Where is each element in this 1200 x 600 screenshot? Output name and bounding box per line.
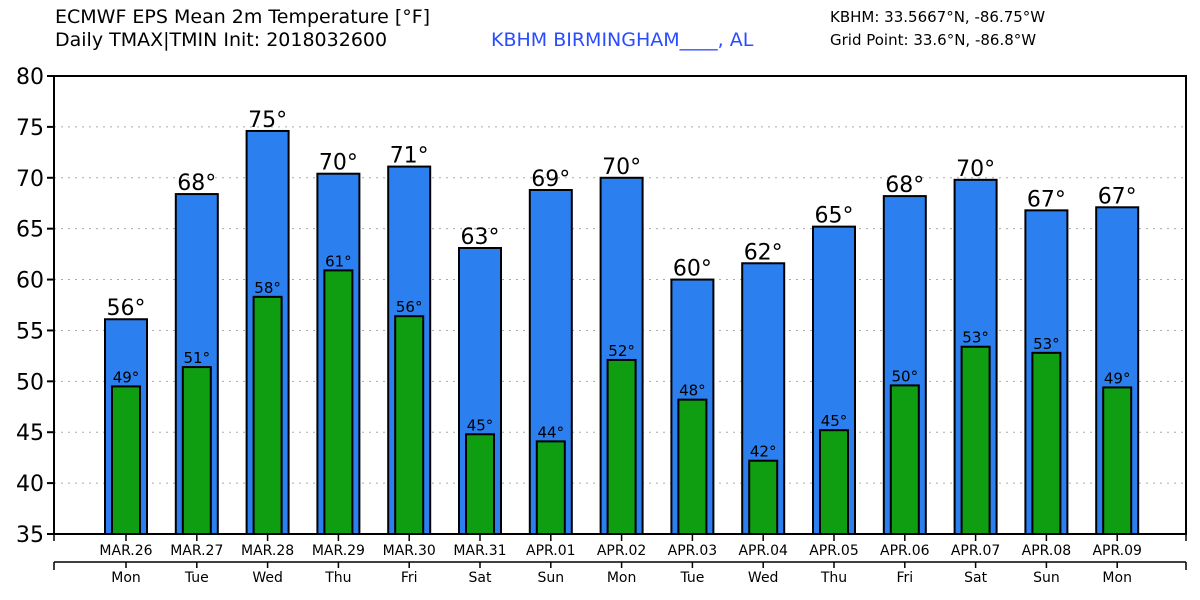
tmax-label: 67°: [1098, 184, 1137, 209]
tmin-bar: [1102, 386, 1133, 535]
tmax-label: 60°: [673, 257, 712, 282]
x-tick-label: MAR.28: [241, 543, 294, 559]
tmax-label: 65°: [815, 204, 854, 229]
x-tick-label: MAR.31: [453, 543, 506, 559]
tmin-label: 51°: [184, 349, 211, 367]
weekday-label: Sun: [1033, 570, 1060, 586]
weekday-label: Tue: [184, 570, 209, 586]
tmax-label: 68°: [177, 171, 216, 196]
weekday-label: Sat: [469, 570, 492, 586]
tmin-bar: [465, 433, 495, 536]
y-tick-label: 55: [16, 319, 44, 344]
weekday-label: Wed: [748, 570, 779, 586]
tmin-label: 45°: [467, 416, 494, 434]
tmin-label: 45°: [821, 412, 848, 430]
x-tick-label: MAR.30: [383, 543, 436, 559]
weekday-label: Mon: [607, 570, 637, 586]
x-tick-label: APR.04: [738, 543, 788, 559]
tmax-label: 70°: [319, 151, 358, 176]
y-tick-label: 70: [16, 167, 44, 192]
tmin-label: 53°: [1033, 335, 1060, 353]
tmin-label: 44°: [538, 423, 565, 441]
weekday-label: Mon: [1102, 570, 1132, 586]
chart-subtitle: Daily TMAX|TMIN Init: 2018032600: [55, 29, 388, 51]
tmin-label: 52°: [608, 342, 635, 360]
x-tick-label: APR.06: [880, 543, 930, 559]
weekday-label: Sun: [537, 570, 564, 586]
tmin-label: 61°: [325, 252, 352, 270]
x-tick-label: MAR.27: [170, 543, 223, 559]
x-tick-label: APR.08: [1022, 543, 1072, 559]
x-tick-label: APR.09: [1092, 543, 1142, 559]
tmin-bar: [252, 295, 283, 536]
x-tick-label: MAR.29: [312, 543, 365, 559]
y-tick-label: 60: [16, 269, 44, 294]
y-tick-label: 45: [16, 421, 44, 446]
weekday-label: Thu: [820, 570, 847, 586]
tmax-label: 70°: [602, 155, 641, 180]
y-tick-label: 75: [16, 116, 44, 141]
tmin-bar: [677, 398, 708, 535]
tmax-label: 75°: [248, 108, 287, 133]
grid-coords: Grid Point: 33.6°N, -86.8°W: [830, 31, 1037, 49]
tmax-label: 62°: [744, 240, 783, 265]
tmin-label: 49°: [1104, 369, 1131, 387]
tmin-bar: [535, 440, 566, 536]
tmin-label: 48°: [679, 382, 706, 400]
tmin-label: 58°: [254, 279, 281, 297]
tmin-bar: [394, 315, 425, 535]
x-tick-label: MAR.26: [99, 543, 152, 559]
y-tick-label: 80: [16, 65, 44, 90]
y-tick-label: 40: [16, 472, 44, 497]
tmax-label: 70°: [956, 157, 995, 182]
tmin-bar: [181, 366, 212, 535]
tmax-label: 56°: [107, 296, 146, 321]
station-location: KBHM BIRMINGHAM____, AL: [491, 29, 754, 51]
tmin-label: 53°: [962, 329, 989, 347]
tmax-label: 68°: [885, 173, 924, 198]
tmin-label: 50°: [892, 367, 919, 385]
tmin-bar: [960, 345, 991, 535]
tmin-bar: [606, 358, 637, 535]
tmin-bar: [748, 459, 779, 535]
tmax-label: 63°: [461, 225, 500, 250]
weekday-label: Thu: [324, 570, 351, 586]
weekday-label: Mon: [111, 570, 141, 586]
tmin-bar: [819, 429, 849, 536]
x-tick-label: APR.01: [526, 543, 576, 559]
tmax-label: 67°: [1027, 187, 1066, 212]
tmin-label: 56°: [396, 298, 423, 316]
tmax-label: 71°: [390, 144, 429, 169]
chart-title: ECMWF EPS Mean 2m Temperature [°F]: [55, 6, 431, 28]
y-tick-label: 65: [16, 218, 44, 243]
y-tick-label: 35: [16, 523, 44, 548]
tmin-label: 42°: [750, 443, 777, 461]
weekday-label: Sat: [964, 570, 987, 586]
tmin-bar: [1031, 351, 1062, 535]
x-tick-label: APR.05: [809, 543, 859, 559]
weekday-label: Tue: [679, 570, 704, 586]
x-tick-label: APR.03: [668, 543, 718, 559]
tmax-label: 69°: [531, 167, 570, 192]
y-tick-label: 50: [16, 370, 44, 395]
weekday-label: Fri: [401, 570, 418, 586]
station-coords: KBHM: 33.5667°N, -86.75°W: [830, 8, 1046, 26]
x-tick-label: APR.02: [597, 543, 647, 559]
tmin-bar: [889, 384, 920, 535]
weekday-label: Fri: [896, 570, 913, 586]
tmin-bar: [111, 385, 141, 535]
x-tick-label: APR.07: [951, 543, 1001, 559]
tmin-bar: [323, 269, 354, 535]
plot-frame: [53, 75, 1187, 535]
tmin-label: 49°: [113, 368, 140, 386]
weekday-label: Wed: [252, 570, 283, 586]
